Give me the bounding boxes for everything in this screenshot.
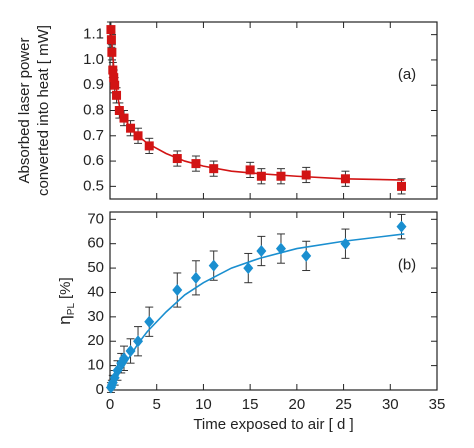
fit-line	[110, 29, 405, 181]
y-tick-label: 20	[87, 332, 104, 349]
x-tick-label: 0	[106, 396, 114, 413]
data-point	[301, 170, 311, 180]
data-point	[276, 171, 286, 181]
data-point	[301, 249, 312, 262]
data-point	[256, 245, 267, 258]
y-tick-label: 30	[87, 308, 104, 325]
data-point	[340, 237, 351, 250]
x-tick-label: 10	[195, 396, 212, 413]
data-point	[108, 65, 118, 75]
y-tick-label: 0.8	[83, 101, 104, 118]
y-tick-label: 1.0	[83, 51, 104, 68]
plot-frame	[109, 21, 438, 200]
data-point	[190, 271, 201, 284]
data-point	[144, 141, 154, 151]
y-axis-symbol: η	[55, 315, 74, 324]
y-tick-label: 50	[87, 259, 104, 276]
y-axis-title: Absorbed laser power converted into heat …	[16, 25, 52, 196]
y-tick-label: 40	[87, 283, 104, 300]
y-axis-title-line: converted into heat [ mW]	[35, 25, 52, 196]
y-tick-label: 0.6	[83, 152, 104, 169]
data-point	[125, 344, 136, 357]
y-tick-label: 0.9	[83, 76, 104, 93]
y-tick-label: 10	[87, 357, 104, 374]
y-tick-label: 0	[96, 381, 104, 398]
y-tick-label: 70	[87, 210, 104, 227]
x-tick-label: 30	[382, 396, 399, 413]
y-tick-label: 1.1	[83, 26, 104, 43]
y-axis-subscript: PL	[66, 303, 77, 316]
y-axis-title-line: Absorbed laser power	[16, 38, 33, 184]
y-axis-unit: [%]	[57, 277, 74, 299]
y-tick-label: 0.7	[83, 127, 104, 144]
panel-label: (a)	[398, 66, 416, 83]
x-axis-title: Time exposed to air [ d ]	[193, 416, 353, 433]
x-tick-label: 25	[335, 396, 352, 413]
y-axis-title: ηPL [%]	[55, 277, 76, 324]
data-point	[133, 335, 144, 348]
y-tick-label: 60	[87, 235, 104, 252]
plot-frame	[109, 211, 438, 391]
x-tick-label: 35	[429, 396, 446, 413]
data-point	[112, 90, 122, 100]
data-point	[243, 262, 254, 275]
panel-label: (b)	[398, 256, 416, 273]
data-point	[208, 259, 219, 272]
x-tick-label: 15	[242, 396, 259, 413]
fit-line	[109, 233, 405, 391]
x-tick-label: 5	[153, 396, 161, 413]
data-point	[396, 181, 406, 191]
y-tick-label: 0.5	[83, 177, 104, 194]
data-point	[119, 113, 129, 123]
data-point	[144, 315, 155, 328]
data-point	[114, 106, 124, 115]
data-point	[396, 220, 407, 233]
data-point	[245, 165, 255, 175]
data-point	[256, 171, 266, 181]
x-tick-label: 20	[289, 396, 306, 413]
data-point	[110, 80, 120, 90]
data-point	[172, 284, 183, 297]
